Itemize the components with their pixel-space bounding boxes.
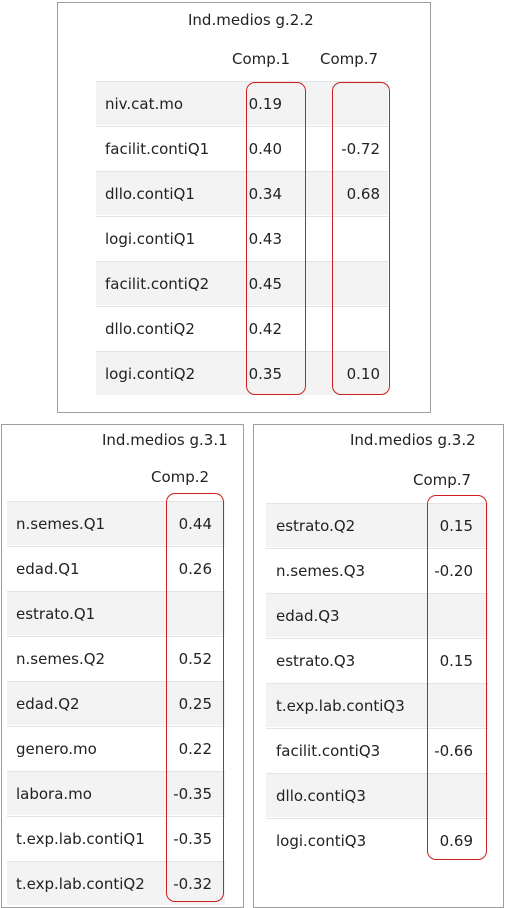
value-comp1: 0.45 [248, 275, 282, 293]
panel-title: Ind.medios g.2.2 [188, 11, 314, 29]
table-panel-g22: Ind.medios g.2.2 Comp.1 Comp.7 niv.cat.m… [57, 2, 431, 413]
row-label: estrato.Q2 [276, 517, 356, 535]
column-header-comp1: Comp.1 [232, 50, 291, 68]
row-label: edad.Q3 [276, 607, 340, 625]
table-row: logi.contiQ3 0.69 [266, 818, 488, 862]
row-label: t.exp.lab.contiQ1 [16, 830, 145, 848]
table-panel-g31: Ind.medios g.3.1 Comp.2 n.semes.Q1 0.44 … [1, 424, 244, 908]
row-label: dllo.contiQ2 [105, 320, 195, 338]
row-label: logi.contiQ2 [105, 365, 196, 383]
row-label: logi.contiQ1 [105, 230, 196, 248]
value-comp2: -0.32 [173, 875, 212, 893]
value-comp1: 0.35 [248, 365, 282, 383]
row-label: t.exp.lab.contiQ2 [16, 875, 145, 893]
table-row: estrato.Q1 [7, 591, 225, 635]
row-label: n.semes.Q2 [16, 650, 106, 668]
row-label: estrato.Q3 [276, 652, 356, 670]
highlight-box-comp2 [166, 493, 224, 902]
value-comp2: 0.44 [178, 515, 212, 533]
row-label: edad.Q2 [16, 695, 80, 713]
panel-title: Ind.medios g.3.1 [102, 431, 228, 449]
table-row: t.exp.lab.contiQ1 -0.35 [7, 816, 225, 860]
value-comp2: 0.25 [178, 695, 212, 713]
value-comp7: 0.68 [346, 185, 380, 203]
row-label: t.exp.lab.contiQ3 [276, 697, 405, 715]
value-comp7: 0.15 [439, 652, 473, 670]
table-row: t.exp.lab.contiQ2 -0.32 [7, 861, 225, 905]
table-row: n.semes.Q2 0.52 [7, 636, 225, 680]
table-row: facilit.contiQ1 0.40 -0.72 [96, 126, 388, 170]
value-comp2: -0.35 [173, 830, 212, 848]
row-label: genero.mo [16, 740, 97, 758]
row-label: niv.cat.mo [105, 95, 184, 113]
table-row: estrato.Q3 0.15 [266, 638, 488, 682]
table-row: dllo.contiQ1 0.34 0.68 [96, 171, 388, 215]
value-comp7: -0.20 [434, 562, 473, 580]
row-label: n.semes.Q3 [276, 562, 366, 580]
row-label: labora.mo [16, 785, 92, 803]
value-comp7: -0.72 [341, 140, 380, 158]
highlight-box-comp1 [246, 82, 306, 395]
column-header-comp7: Comp.7 [320, 50, 379, 68]
row-label: logi.contiQ3 [276, 832, 367, 850]
value-comp2: -0.35 [173, 785, 212, 803]
row-label: n.semes.Q1 [16, 515, 106, 533]
row-label: dllo.contiQ3 [276, 787, 366, 805]
row-label: estrato.Q1 [16, 605, 96, 623]
table-row: t.exp.lab.contiQ3 [266, 683, 488, 727]
table-row: logi.contiQ1 0.43 [96, 216, 388, 260]
table-row: edad.Q2 0.25 [7, 681, 225, 725]
value-comp2: 0.22 [178, 740, 212, 758]
value-comp1: 0.19 [248, 95, 282, 113]
value-comp1: 0.34 [248, 185, 282, 203]
value-comp2: 0.26 [178, 560, 212, 578]
table-row: dllo.contiQ3 [266, 773, 488, 817]
table-row: n.semes.Q1 0.44 [7, 501, 225, 545]
column-header-comp7: Comp.7 [413, 471, 472, 489]
highlight-box-comp7 [332, 82, 390, 395]
table-panel-g32: Ind.medios g.3.2 Comp.7 estrato.Q2 0.15 … [253, 424, 504, 908]
row-label: dllo.contiQ1 [105, 185, 195, 203]
row-label: facilit.contiQ3 [276, 742, 381, 760]
value-comp1: 0.40 [248, 140, 282, 158]
value-comp7: 0.15 [439, 517, 473, 535]
value-comp7: 0.69 [439, 832, 473, 850]
table-row: estrato.Q2 0.15 [266, 503, 488, 547]
table-row: labora.mo -0.35 [7, 771, 225, 815]
highlight-box-comp7 [427, 495, 487, 860]
value-comp7: 0.10 [346, 365, 380, 383]
value-comp7: -0.66 [434, 742, 473, 760]
table-row: facilit.contiQ2 0.45 [96, 261, 388, 305]
row-label: facilit.contiQ1 [105, 140, 210, 158]
table-row: dllo.contiQ2 0.42 [96, 306, 388, 350]
table-row: n.semes.Q3 -0.20 [266, 548, 488, 592]
row-label: facilit.contiQ2 [105, 275, 210, 293]
table-row: edad.Q3 [266, 593, 488, 637]
table-row: facilit.contiQ3 -0.66 [266, 728, 488, 772]
row-label: edad.Q1 [16, 560, 80, 578]
panel-title: Ind.medios g.3.2 [350, 431, 476, 449]
table-row: genero.mo 0.22 [7, 726, 225, 770]
table-row: edad.Q1 0.26 [7, 546, 225, 590]
column-header-comp2: Comp.2 [151, 468, 210, 486]
value-comp2: 0.52 [178, 650, 212, 668]
value-comp1: 0.42 [248, 320, 282, 338]
value-comp1: 0.43 [248, 230, 282, 248]
